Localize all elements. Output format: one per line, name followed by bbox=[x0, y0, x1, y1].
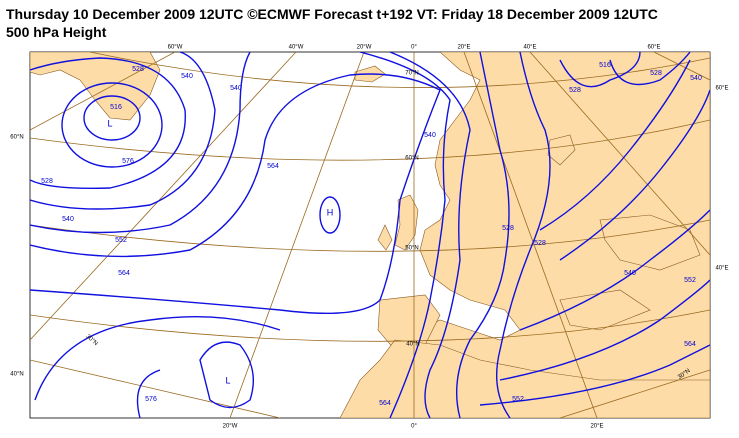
lon-label: 0° bbox=[411, 424, 417, 430]
lon-label: 60°E bbox=[715, 86, 728, 92]
contour-label: 528 bbox=[650, 70, 662, 77]
contour-label: 540 bbox=[690, 75, 702, 82]
lon-label: 20°W bbox=[223, 424, 238, 430]
lon-label: 60°E bbox=[647, 45, 660, 51]
contour-label: 564 bbox=[684, 341, 696, 348]
contour-label: 576 bbox=[122, 158, 134, 165]
contour-label: 576 bbox=[145, 396, 157, 403]
low-center: L bbox=[225, 375, 230, 385]
lat-label: 60°N bbox=[405, 156, 418, 162]
lat-label: 40°N bbox=[406, 342, 419, 348]
contour-label: 564 bbox=[118, 270, 130, 277]
contour-labels: 528 516 540 576 528 540 552 564 564 576 … bbox=[41, 62, 702, 407]
contours bbox=[30, 52, 710, 418]
contour-label: 528 bbox=[534, 240, 546, 247]
lon-label: 60°W bbox=[168, 45, 183, 51]
title: Thursday 10 December 2009 12UTC ©ECMWF F… bbox=[6, 6, 658, 22]
contour-label: 516 bbox=[599, 62, 611, 69]
contour-label: 552 bbox=[115, 237, 127, 244]
contour-label: 540 bbox=[181, 73, 193, 80]
lat-label: 50°N bbox=[405, 246, 418, 252]
contour-label: 540 bbox=[230, 85, 242, 92]
map: 60°W 40°W 20°W 0° 20°E 40°E 60°E 20°W 0°… bbox=[10, 45, 728, 430]
graticule bbox=[30, 52, 710, 418]
contour-label: 564 bbox=[267, 163, 279, 170]
low-center: L bbox=[107, 118, 112, 128]
lat-label: 70°N bbox=[405, 71, 418, 77]
lon-label: 0° bbox=[411, 45, 417, 51]
lon-label: 40°W bbox=[289, 45, 304, 51]
contour-label: 552 bbox=[684, 277, 696, 284]
lat-label: 40°N bbox=[10, 372, 23, 378]
contour-label: 540 bbox=[62, 216, 74, 223]
contour-label: 564 bbox=[379, 400, 391, 407]
lat-label: 60°N bbox=[10, 135, 23, 141]
contour-label: 528 bbox=[132, 66, 144, 73]
subtitle: 500 hPa Height bbox=[6, 24, 107, 40]
contour-label: 528 bbox=[41, 178, 53, 185]
high-center: H bbox=[327, 207, 334, 217]
contour-label: 552 bbox=[512, 396, 524, 403]
contour-label: 540 bbox=[424, 132, 436, 139]
lon-label: 20°E bbox=[457, 45, 470, 51]
contour-label: 516 bbox=[110, 104, 122, 111]
contour-label: 528 bbox=[569, 87, 581, 94]
contour-label: 540 bbox=[624, 270, 636, 277]
lon-label: 20°W bbox=[357, 45, 372, 51]
pressure-centers: L H L bbox=[107, 118, 333, 385]
lon-label: 40°E bbox=[523, 45, 536, 51]
contour-label: 528 bbox=[502, 225, 514, 232]
lon-label: 20°E bbox=[590, 424, 603, 430]
lon-label: 40°E bbox=[715, 266, 728, 272]
